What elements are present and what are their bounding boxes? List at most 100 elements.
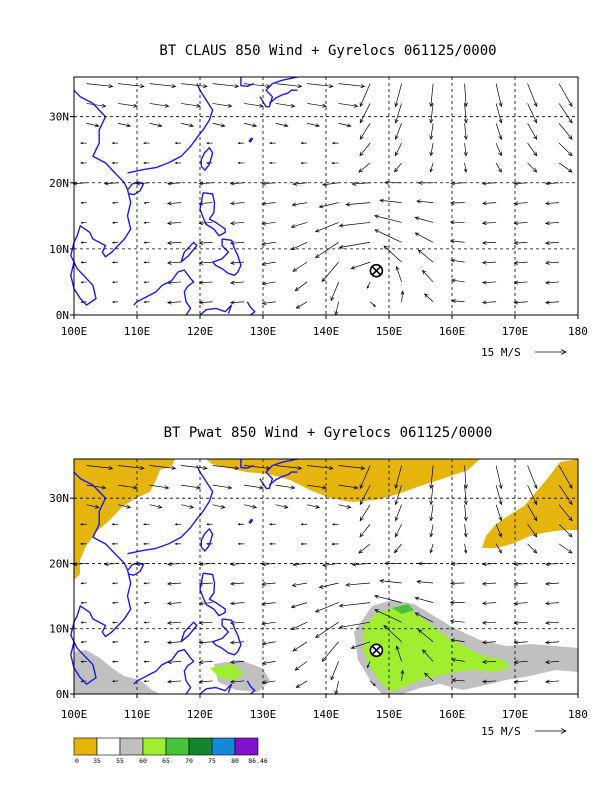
coastline <box>127 83 214 174</box>
wind-vector <box>86 122 100 128</box>
wind-vector <box>527 123 538 140</box>
wind-vector <box>212 484 233 490</box>
coastline <box>200 146 214 171</box>
wind-vector <box>359 123 371 140</box>
coastline <box>199 304 233 316</box>
wind-vector <box>482 679 497 684</box>
wind-vector <box>244 103 264 108</box>
wind-vector <box>166 562 182 567</box>
wind-vector <box>558 103 573 124</box>
wind-vector <box>80 241 87 244</box>
top-reference-vector-label: 15 M/S <box>481 346 521 359</box>
x-tick-label: 140E <box>313 708 340 721</box>
coastline <box>246 301 256 316</box>
wind-vector <box>111 141 119 145</box>
colorbar-label: 0 <box>75 757 79 765</box>
wind-vector <box>80 621 87 624</box>
wind-vector <box>394 504 402 522</box>
wind-vector <box>166 679 182 684</box>
wind-vector <box>269 523 276 526</box>
wind-vector <box>451 678 465 683</box>
wind-vector <box>481 640 497 645</box>
wind-vector <box>294 281 308 292</box>
y-tick-label: 30N <box>49 111 69 124</box>
wind-vector <box>338 222 371 228</box>
x-tick-label: 170E <box>502 325 529 338</box>
wind-vector <box>229 260 245 265</box>
bottom-coastlines <box>70 458 298 695</box>
wind-vector <box>544 640 560 645</box>
wind-vector <box>229 300 245 305</box>
x-tick-label: 130E <box>250 708 277 721</box>
wind-vector <box>394 83 402 108</box>
wind-vector <box>292 181 308 186</box>
wind-vector <box>495 83 503 108</box>
wind-vector <box>314 602 339 613</box>
wind-vector <box>290 602 308 609</box>
top-map-panel: BT CLAUS 850 Wind + Gyrelocs 061125/0000… <box>49 43 588 359</box>
gray-region-southwest <box>74 650 160 694</box>
wind-vector <box>229 181 245 186</box>
coastline <box>268 89 298 104</box>
wind-vector <box>181 484 201 490</box>
wind-vector <box>229 640 245 645</box>
bottom-panel-title: BT Pwat 850 Wind + Gyrelocs 061125/0000 <box>164 425 493 441</box>
wind-vector <box>527 83 538 108</box>
wind-vector <box>118 484 138 490</box>
top-panel-title: BT CLAUS 850 Wind + Gyrelocs 061125/0000 <box>159 43 496 59</box>
x-tick-label: 180 <box>568 708 588 721</box>
wind-vector <box>307 122 321 128</box>
colorbar-swatch <box>234 737 259 756</box>
wind-vector <box>166 181 182 186</box>
wind-vector <box>237 523 245 526</box>
wind-vector <box>544 240 560 246</box>
wind-vector <box>80 660 87 663</box>
wind-vector <box>143 201 150 204</box>
wind-vector <box>394 485 402 506</box>
bottom-wind-vectors <box>72 465 573 696</box>
wind-vector <box>174 141 182 145</box>
wind-vector <box>181 465 208 471</box>
wind-vector <box>198 679 213 684</box>
coastline <box>248 137 254 143</box>
wind-vector <box>513 181 528 186</box>
wind-vector <box>261 201 276 206</box>
y-tick-label: 20N <box>49 177 69 190</box>
wind-vector <box>212 504 226 509</box>
coastline <box>133 269 195 316</box>
wind-vector <box>300 542 308 546</box>
wind-vector <box>229 660 245 665</box>
wind-vector <box>527 162 538 173</box>
wind-vector <box>290 222 308 229</box>
wind-vector <box>300 523 308 526</box>
wind-vector <box>358 543 371 554</box>
wind-vector <box>513 300 528 305</box>
y-tick-label: 10N <box>49 243 69 256</box>
wind-vector <box>463 162 468 173</box>
wind-vector <box>118 103 138 108</box>
wind-vector <box>495 162 502 173</box>
wind-vector <box>80 261 87 264</box>
wind-vector <box>143 281 150 284</box>
wind-vector <box>80 141 87 145</box>
x-tick-label: 150E <box>376 325 403 338</box>
wind-vector <box>86 465 114 471</box>
wind-vector <box>495 465 503 490</box>
colorbar-swatch <box>165 737 190 756</box>
wind-vector <box>229 201 245 206</box>
coastline <box>127 465 214 555</box>
colorbar-label: 35 <box>93 757 101 765</box>
wind-vector <box>331 523 339 526</box>
wind-vector <box>513 240 528 245</box>
wind-vector <box>229 280 245 285</box>
wind-vector <box>463 524 468 538</box>
wind-vector <box>463 465 468 490</box>
colorbar-label: 60 <box>139 757 147 765</box>
wind-vector <box>527 524 538 538</box>
wind-vector <box>414 216 434 223</box>
wind-vector <box>334 301 339 316</box>
colorbar-label: 65 <box>162 757 170 765</box>
wind-vector <box>481 181 497 186</box>
wind-vector <box>513 201 528 206</box>
wind-vector <box>292 562 308 567</box>
